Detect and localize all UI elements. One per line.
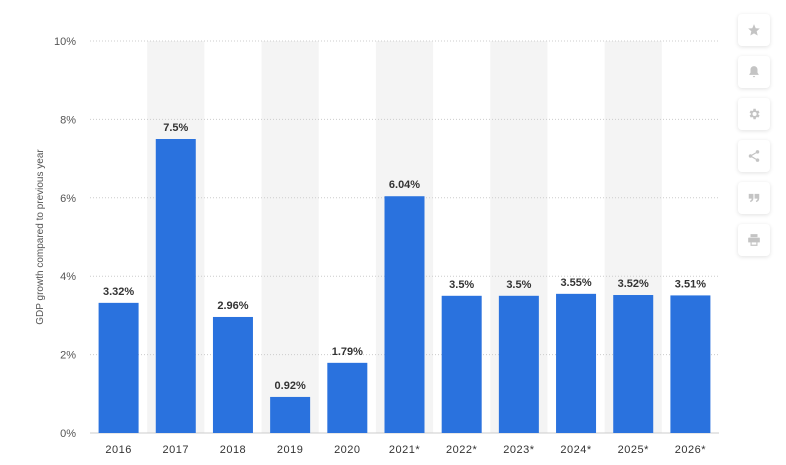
bell-icon xyxy=(749,66,759,78)
settings-button[interactable] xyxy=(738,98,770,130)
toolbar xyxy=(738,14,770,266)
data-label: 7.5% xyxy=(163,122,188,134)
y-tick-label: 0% xyxy=(60,428,76,440)
y-axis-label: GDP growth compared to previous year xyxy=(35,149,46,325)
data-label: 3.5% xyxy=(449,279,474,291)
data-label: 3.55% xyxy=(560,277,591,289)
print-icon xyxy=(748,234,760,246)
gear-icon xyxy=(749,108,760,120)
bar[interactable] xyxy=(384,196,425,433)
x-tick-label: 2021* xyxy=(389,444,420,456)
y-tick-label: 10% xyxy=(54,36,76,48)
share-button[interactable] xyxy=(738,140,770,172)
x-tick-label: 2024* xyxy=(560,444,591,456)
data-label: 0.92% xyxy=(275,380,306,392)
x-axis-ticks: 2016 2017 2018 2019 2020 2021* 2022* 2023* 2024*… xyxy=(105,444,706,456)
bar[interactable] xyxy=(98,302,139,433)
x-tick-label: 2018 xyxy=(220,444,246,456)
bar[interactable] xyxy=(498,295,539,433)
y-tick-label: 6% xyxy=(60,193,76,205)
print-button[interactable] xyxy=(738,224,770,256)
data-label: 2.96% xyxy=(217,300,248,312)
x-tick-label: 2023* xyxy=(503,444,534,456)
data-labels: 3.32% 7.5% 2.96% 0.92% 1.79% 6.04% 3.5% 3.5% 3.5… xyxy=(103,122,706,392)
x-tick-label: 2017 xyxy=(163,444,189,456)
data-label: 6.04% xyxy=(389,179,420,191)
data-label: 3.52% xyxy=(618,278,649,290)
data-label: 3.51% xyxy=(675,278,706,290)
x-tick-label: 2016 xyxy=(105,444,131,456)
cite-button[interactable] xyxy=(738,182,770,214)
x-tick-label: 2026* xyxy=(675,444,706,456)
bars xyxy=(98,139,711,433)
quote-icon xyxy=(748,193,760,203)
bar[interactable] xyxy=(556,293,597,433)
share-icon xyxy=(748,150,760,162)
bar[interactable] xyxy=(613,295,654,433)
y-tick-label: 2% xyxy=(60,350,76,362)
category-band xyxy=(261,41,319,433)
y-tick-label: 8% xyxy=(60,114,76,126)
x-tick-label: 2020 xyxy=(334,444,360,456)
y-tick-label: 4% xyxy=(60,271,76,283)
star-icon xyxy=(748,24,760,36)
data-label: 1.79% xyxy=(332,346,363,358)
bar[interactable] xyxy=(670,295,711,433)
bar[interactable] xyxy=(270,396,311,433)
data-label: 3.5% xyxy=(506,279,531,291)
y-axis-ticks: 0% 2% 4% 6% 8% 10% xyxy=(54,36,76,440)
bar[interactable] xyxy=(327,362,368,433)
x-tick-label: 2025* xyxy=(618,444,649,456)
x-tick-label: 2022* xyxy=(446,444,477,456)
x-tick-label: 2019 xyxy=(277,444,303,456)
bar[interactable] xyxy=(212,316,253,433)
favorite-button[interactable] xyxy=(738,14,770,46)
bar[interactable] xyxy=(155,139,196,433)
notification-button[interactable] xyxy=(738,56,770,88)
bar[interactable] xyxy=(441,295,482,433)
data-label: 3.32% xyxy=(103,286,134,298)
